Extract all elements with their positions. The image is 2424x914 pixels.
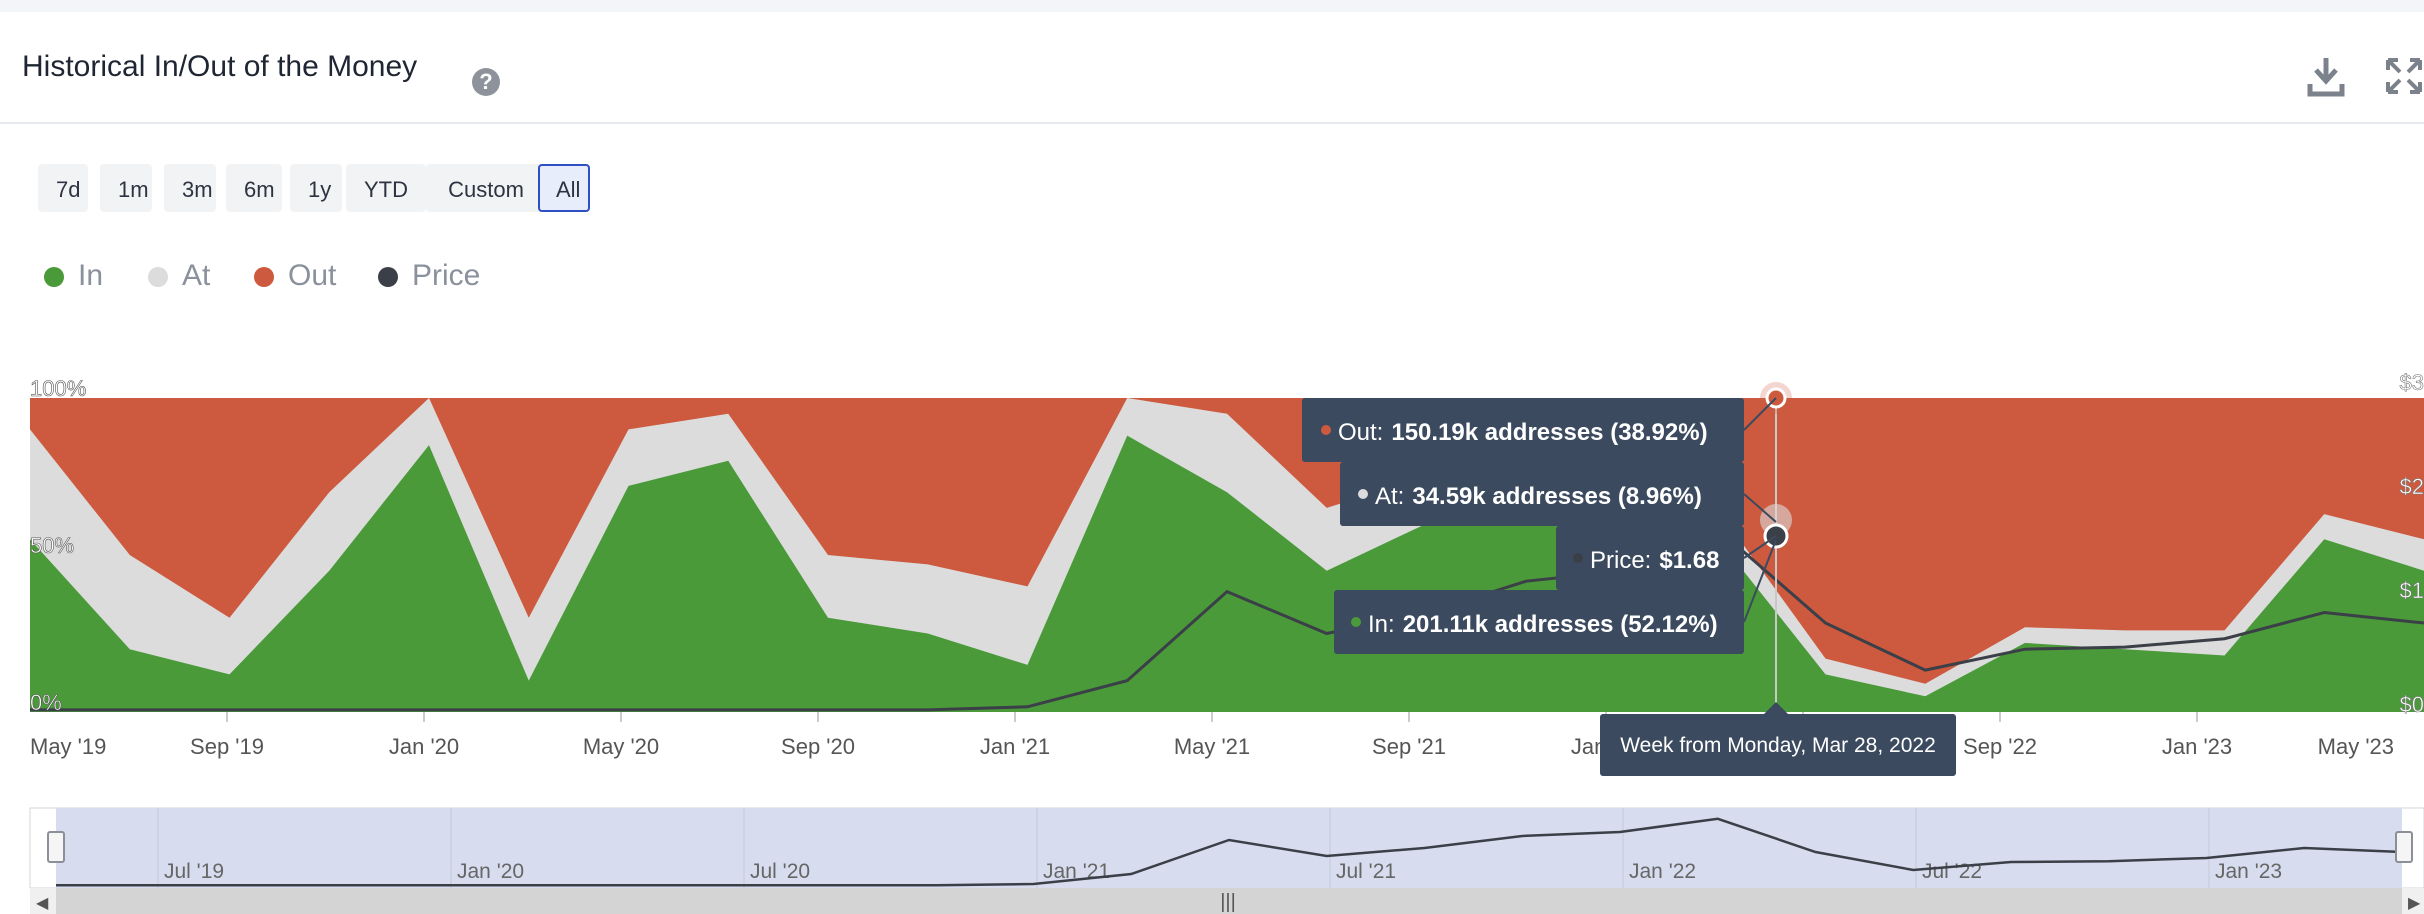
tooltip-in: In: 201.11k addresses (52.12%) <box>1334 590 1744 654</box>
navigator-left-handle[interactable] <box>47 831 65 863</box>
legend-item-price[interactable]: Price <box>378 258 480 294</box>
y-right-tick-label: $2 <box>2400 474 2424 499</box>
range-ytd-button[interactable]: YTD <box>346 164 426 212</box>
download-icon[interactable] <box>2306 54 2346 98</box>
navigator-label: Jul '19 <box>164 860 224 883</box>
series-price-line <box>30 534 2424 712</box>
range-custom-button[interactable]: Custom <box>426 164 546 212</box>
tooltip-connector-out <box>1743 397 1777 431</box>
x-tick-label: May '20 <box>583 734 659 759</box>
navigator-label: Jan '22 <box>1629 860 1696 883</box>
navigator-right-handle[interactable] <box>2395 831 2413 863</box>
legend-label-at: At <box>182 259 211 292</box>
range-all-button[interactable]: All <box>538 164 590 212</box>
tooltip-out-label: Out: <box>1338 419 1383 446</box>
legend-dot-price <box>378 267 398 287</box>
chart-title: Historical In/Out of the Money <box>22 50 418 83</box>
legend-label-in: In <box>78 259 104 292</box>
svg-text:Price:$1.68: Price: $1.68 <box>1590 547 1719 574</box>
range-7d-button[interactable]: 7d <box>38 164 88 212</box>
svg-text:In:201.11k addresses (52.12%): In: 201.11k addresses (52.12%) <box>1368 611 1718 638</box>
x-tick-label: Jan '21 <box>980 734 1050 759</box>
x-tick-label: Sep '22 <box>1963 734 2037 759</box>
x-tick-label: May '19 <box>30 734 106 759</box>
tooltip-connector-price <box>1743 535 1777 559</box>
navigator-label: Jul '22 <box>1922 860 1982 883</box>
x-tick-label: Sep '21 <box>1372 734 1446 759</box>
tooltip-out: Out: 150.19k addresses (38.92%) <box>1302 398 1744 462</box>
tooltip-in-value: 201.11k addresses (52.12%) <box>1403 611 1718 638</box>
x-tick-label: May '23 <box>2318 734 2394 759</box>
x-tick-label: Sep '19 <box>190 734 264 759</box>
tooltip-date: Week from Monday, Mar 28, 2022 <box>1600 702 1956 776</box>
x-tick-label: Sep '20 <box>781 734 855 759</box>
tooltip-connector-in <box>1743 539 1777 623</box>
tooltip-at-value: 34.59k addresses (8.96%) <box>1412 483 1702 510</box>
tooltip-out-value: 150.19k addresses (38.92%) <box>1391 419 1707 446</box>
svg-text:Out:150.19k addresses (38.92%): Out: 150.19k addresses (38.92%) <box>1338 419 1708 446</box>
legend-item-out[interactable]: Out <box>254 258 336 294</box>
navigator-label: Jul '20 <box>750 860 810 883</box>
navigator-label: Jan '23 <box>2215 860 2282 883</box>
y-left-tick-label: 50% <box>30 533 74 558</box>
tooltip-at: At: 34.59k addresses (8.96%) <box>1340 462 1744 526</box>
scroll-right-arrow-icon[interactable]: ▶ <box>2408 895 2421 912</box>
tooltip-date-text: Week from Monday, Mar 28, 2022 <box>1620 734 1936 757</box>
legend-dot-out <box>254 267 274 287</box>
scroll-left-arrow-icon[interactable]: ◀ <box>36 895 49 912</box>
range-1y-button[interactable]: 1y <box>290 164 342 212</box>
y-right-tick-label: $3 <box>2400 370 2424 395</box>
legend-label-out: Out <box>288 259 337 292</box>
widget-header: Historical In/Out of the Money ? <box>0 12 2424 124</box>
legend-item-at[interactable]: At <box>148 258 210 294</box>
x-tick-label: Jan '20 <box>389 734 459 759</box>
top-strip <box>0 0 2424 12</box>
x-tick-label: Jan '23 <box>2162 734 2232 759</box>
legend-item-in[interactable]: In <box>44 258 103 294</box>
navigator-label: Jan '20 <box>457 860 524 883</box>
x-tick-label: May '21 <box>1174 734 1250 759</box>
range-6m-button[interactable]: 6m <box>226 164 282 212</box>
y-right-tick-label: $1 <box>2400 578 2424 603</box>
y-right-tick-label: $0 <box>2400 692 2424 717</box>
navigator-selection[interactable] <box>56 808 2402 888</box>
range-1m-button[interactable]: 1m <box>100 164 152 212</box>
series-in-area <box>30 435 2424 712</box>
tooltip-at-label: At: <box>1375 483 1404 510</box>
navigator[interactable]: Jul '19 Jan '20 Jul '20 Jan '21 Jul '21 Jan '… <box>29 807 2424 914</box>
tooltip-in-label: In: <box>1368 611 1395 638</box>
y-left-tick-label: 0% <box>30 690 62 715</box>
legend-dot-in <box>44 267 64 287</box>
range-3m-button[interactable]: 3m <box>164 164 216 212</box>
scrollbar-grip-icon: ||| <box>1220 891 1236 913</box>
tooltip-price: Price: $1.68 <box>1556 526 1744 590</box>
tooltip-connector-at <box>1743 493 1777 523</box>
svg-text:At:34.59k addresses (8.96%): At: 34.59k addresses (8.96%) <box>1375 483 1702 510</box>
legend-label-price: Price <box>412 259 481 292</box>
navigator-price-line <box>56 817 2403 887</box>
help-icon[interactable]: ? <box>472 68 500 96</box>
y-left-tick-label: 100% <box>30 376 86 401</box>
navigator-label: Jul '21 <box>1336 860 1396 883</box>
legend-dot-at <box>148 267 168 287</box>
fullscreen-icon[interactable] <box>2384 54 2424 98</box>
tooltip-price-value: $1.68 <box>1659 547 1719 574</box>
tooltip-price-label: Price: <box>1590 547 1651 574</box>
scrollbar-thumb[interactable] <box>56 888 2402 914</box>
